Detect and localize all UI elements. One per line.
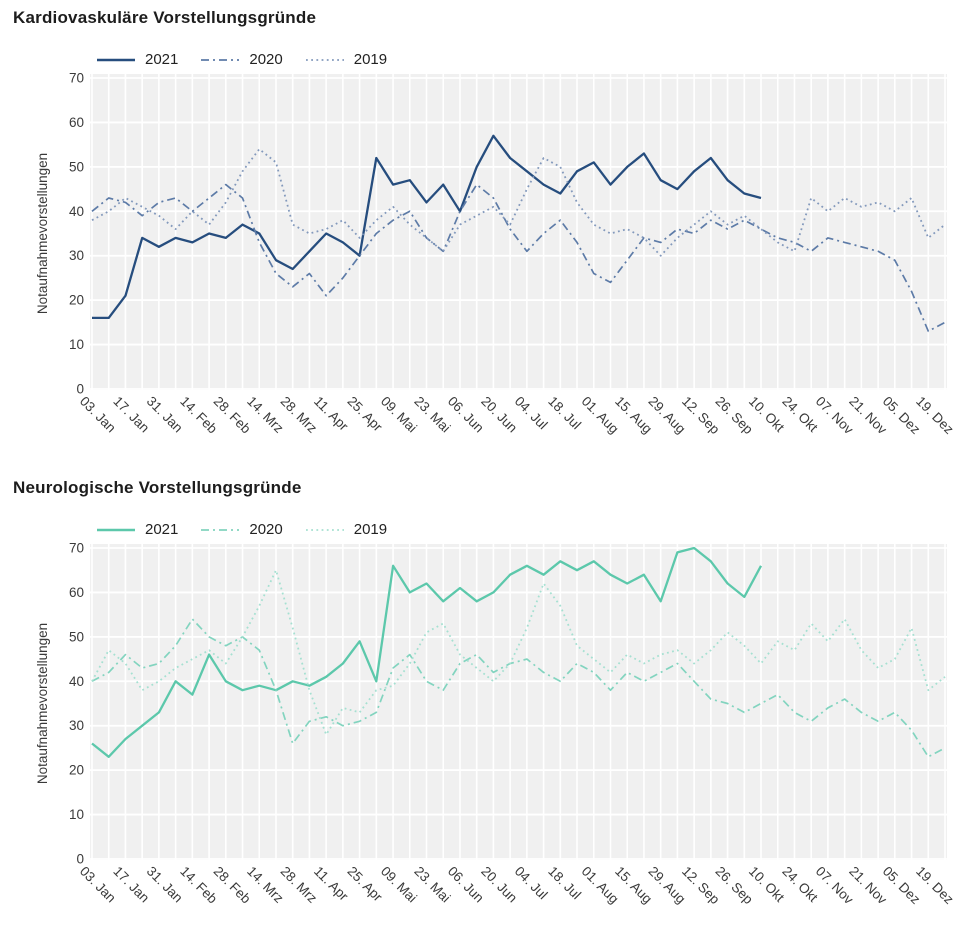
legend-label: 2019	[353, 51, 388, 68]
legend-label: 2020	[249, 51, 283, 68]
x-tick-label: 23. Mai	[411, 864, 453, 906]
x-tick-label: 17. Jan	[110, 864, 152, 906]
y-axis-title: Notaufnahmevorstellungen	[35, 153, 50, 314]
y-tick-label: 60	[69, 585, 84, 600]
x-tick-label: 03. Jan	[77, 394, 119, 436]
y-tick-label: 60	[69, 115, 84, 130]
chart-section-kardiovaskulaer: Kardiovaskuläre Vorstellungsgründe 2021 2…	[0, 0, 960, 460]
legend-key-dotted-line-icon	[305, 528, 344, 531]
legend-key-dashdot-line-icon	[201, 528, 240, 531]
legend-key-solid-line-icon	[97, 58, 135, 61]
y-tick-label: 0	[76, 382, 84, 397]
y-axis-title: Notaufnahmevorstellungen	[35, 623, 50, 784]
y-tick-label: 30	[69, 248, 84, 263]
x-tick-label: 19. Dez	[913, 864, 957, 908]
legend-item-2019: 2019	[305, 521, 387, 538]
y-tick-label: 70	[69, 71, 84, 86]
x-tick-label: 19. Dez	[913, 394, 957, 438]
chart-title: Kardiovaskuläre Vorstellungsgründe	[13, 8, 317, 27]
x-tick-label: 17. Jan	[110, 394, 152, 436]
legend-key-solid-line-icon	[97, 528, 135, 531]
y-tick-label: 10	[69, 337, 84, 352]
x-tick-label: 03. Jan	[77, 864, 119, 906]
legend-label: 2019	[353, 521, 388, 538]
y-tick-label: 50	[69, 159, 84, 174]
series-line-2021	[91, 546, 763, 758]
chart-section-neurologisch: Neurologische Vorstellungsgründe 2021 202…	[0, 470, 960, 930]
legend-item-2020: 2020	[200, 521, 283, 538]
legend-item-2021: 2021	[96, 51, 178, 68]
legend-key-dotted-line-icon	[305, 58, 344, 61]
y-tick-label: 40	[69, 674, 84, 689]
x-tick-label: 25. Apr	[344, 864, 385, 905]
legend-item-2021: 2021	[96, 521, 178, 538]
x-tick-label: 18. Jul	[545, 394, 584, 433]
x-tick-label: 28. Mrz	[278, 864, 321, 907]
x-tick-label: 31. Jan	[144, 864, 186, 906]
y-tick-label: 50	[69, 629, 84, 644]
legend-item-2020: 2020	[200, 51, 283, 68]
legend-label: 2021	[145, 51, 179, 68]
series-line-2019	[91, 148, 946, 257]
y-tick-label: 0	[76, 852, 84, 867]
series-line-2021	[92, 134, 762, 320]
x-tick-label: 25. Apr	[344, 394, 385, 435]
x-tick-label: 24. Okt	[779, 864, 821, 906]
x-tick-label: 14. Mrz	[244, 864, 287, 907]
legend-label: 2020	[249, 521, 283, 538]
y-tick-label: 70	[69, 541, 84, 556]
x-tick-label: 24. Okt	[779, 394, 821, 436]
legend: 2021 2020 2019	[96, 521, 387, 538]
x-tick-label: 28. Mrz	[278, 394, 321, 437]
x-tick-label: 09. Mai	[378, 394, 420, 436]
series-line-2020	[91, 618, 946, 758]
plot-area	[90, 544, 947, 860]
y-tick-label: 20	[69, 293, 84, 308]
x-tick-label: 09. Mai	[378, 864, 420, 906]
y-tick-label: 10	[69, 807, 84, 822]
plot-area	[90, 74, 947, 390]
chart-title: Neurologische Vorstellungsgründe	[13, 478, 302, 497]
x-tick-label: 23. Mai	[411, 394, 453, 436]
y-tick-label: 20	[69, 763, 84, 778]
x-tick-label: 31. Jan	[144, 394, 186, 436]
y-tick-label: 40	[69, 204, 84, 219]
x-tick-label: 20. Jun	[478, 394, 520, 436]
y-tick-label: 30	[69, 718, 84, 733]
series-line-2019	[91, 569, 946, 736]
legend: 2021 2020 2019	[96, 51, 387, 68]
x-tick-label: 06. Jun	[445, 394, 487, 436]
x-tick-label: 06. Jun	[445, 864, 487, 906]
legend-label: 2021	[145, 521, 179, 538]
x-tick-label: 18. Jul	[545, 864, 584, 903]
x-tick-label: 14. Mrz	[244, 394, 287, 437]
x-tick-label: 20. Jun	[478, 864, 520, 906]
legend-key-dashdot-line-icon	[201, 58, 240, 61]
legend-item-2019: 2019	[305, 51, 387, 68]
series-line-2020	[91, 183, 946, 333]
